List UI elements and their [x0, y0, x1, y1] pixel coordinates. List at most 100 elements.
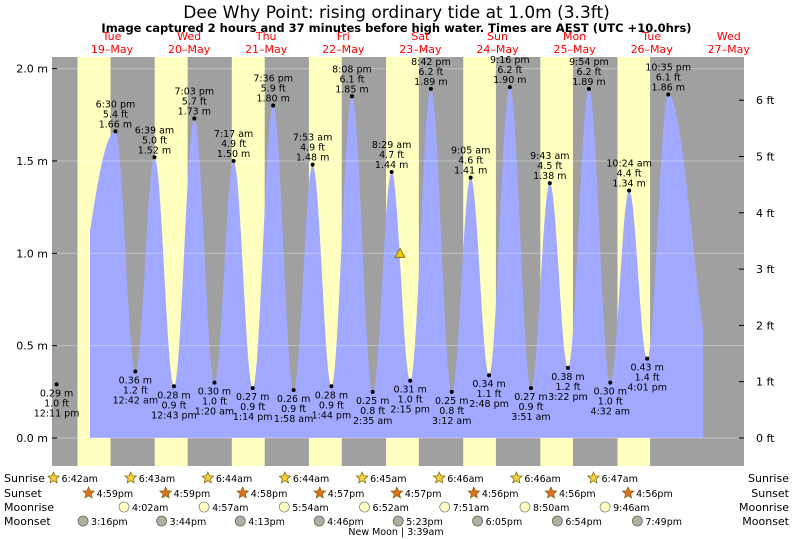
tide-ft-label: 6.2 ft: [497, 65, 522, 76]
sunset-icon: [390, 486, 404, 499]
tide-time-label: 9:16 pm: [490, 55, 530, 66]
sunrise-icon: [201, 471, 215, 484]
high-tide-point: [113, 129, 118, 134]
tide-m-label: 0.27 m: [236, 392, 269, 403]
day-of-week-label: Tue: [102, 30, 122, 43]
sunset-icon: [236, 486, 250, 499]
tide-ft-label: 6.2 ft: [418, 67, 443, 78]
moonset-time: 5:23pm: [406, 517, 443, 528]
tide-ft-label: 1.1 ft: [477, 389, 502, 400]
tide-ft-label: 5.9 ft: [261, 84, 286, 95]
tide-time-label: 7:03 pm: [174, 86, 214, 97]
tide-time-label: 12:42 am: [113, 396, 158, 407]
date-label: 27–May: [708, 43, 751, 56]
moonrise-icon: [439, 501, 451, 513]
moon-phase-label: New Moon | 3:39am: [348, 527, 443, 538]
tide-time-label: 3:22 pm: [548, 392, 588, 403]
tide-m-label: 1.73 m: [178, 106, 211, 117]
tide-ft-label: 4.9 ft: [221, 139, 246, 150]
sunrise-icon: [432, 471, 446, 484]
tide-time-label: 7:53 am: [293, 133, 332, 144]
moonset-time: 6:05pm: [486, 517, 523, 528]
date-label: 23–May: [399, 43, 442, 56]
date-label: 26–May: [631, 43, 674, 56]
tide-time-label: 8:42 pm: [411, 57, 451, 68]
moonrise-time: 4:02am: [132, 503, 168, 514]
tide-ft-label: 5.4 ft: [103, 109, 128, 120]
tide-ft-label: 1.0 ft: [398, 395, 423, 406]
tide-ft-label: 6.1 ft: [656, 72, 681, 83]
sunrise-time: 6:47am: [601, 474, 637, 485]
sunrise-time: 6:44am: [216, 474, 252, 485]
tide-time-label: 7:17 am: [214, 129, 253, 140]
low-tide-point: [291, 387, 296, 392]
tide-ft-label: 5.0 ft: [142, 135, 167, 146]
tide-time-label: 3:51 am: [511, 412, 550, 423]
day-of-week-label: Wed: [177, 30, 201, 43]
tide-time-label: 4:01 pm: [627, 383, 667, 394]
sunset-icon: [313, 486, 327, 499]
high-tide-point: [152, 155, 157, 160]
tide-time-label: 4:32 am: [591, 407, 630, 418]
tide-time-label: 12:43 pm: [151, 410, 197, 421]
low-tide-point: [250, 386, 255, 391]
high-tide-point: [192, 116, 197, 121]
low-tide-point: [54, 382, 59, 387]
sunrise-icon: [46, 471, 61, 484]
row-label-left: Sunset: [4, 487, 42, 500]
tide-time-label: 3:12 am: [432, 416, 471, 427]
tide-ft-label: 6.1 ft: [339, 74, 364, 85]
low-tide-point: [608, 380, 613, 385]
tide-m-label: 0.27 m: [514, 392, 547, 403]
moonset-time: 4:46pm: [327, 517, 364, 528]
moonrise-time: 6:52am: [372, 503, 408, 514]
sunrise-time: 6:46am: [524, 474, 560, 485]
tide-time-label: 2:35 am: [353, 416, 392, 427]
moonrise-icon: [359, 501, 370, 513]
tide-m-label: 0.29 m: [40, 388, 73, 399]
tide-ft-label: 1.2 ft: [123, 386, 148, 397]
tide-m-label: 0.43 m: [630, 363, 663, 374]
high-tide-point: [547, 181, 552, 186]
current-level-marker-icon: [394, 247, 406, 258]
high-tide-point: [310, 162, 315, 167]
day-of-week-label: Sun: [487, 30, 508, 43]
day-of-week-label: Tue: [641, 30, 661, 43]
tide-time-label: 10:24 am: [606, 159, 651, 170]
moonrise-time: 7:51am: [453, 503, 489, 514]
moonrise-icon: [118, 501, 130, 513]
tide-time-label: 2:15 pm: [390, 405, 430, 416]
low-tide-point: [565, 365, 570, 370]
tide-time-label: 1:58 am: [274, 414, 313, 425]
moonset-icon: [392, 515, 404, 527]
tide-ft-label: 0.8 ft: [360, 406, 385, 417]
y-tick-label-ft: 4 ft: [756, 207, 775, 220]
row-label-right: Sunset: [751, 487, 789, 500]
sunrise-icon: [586, 471, 601, 484]
y-tick-label-m: 0.0 m: [16, 432, 48, 445]
moonset-time: 4:13pm: [248, 517, 285, 528]
high-tide-point: [271, 103, 276, 108]
y-gridlines: [52, 68, 744, 439]
high-tide-point: [507, 85, 512, 90]
sunset-time: 4:57pm: [405, 489, 442, 500]
tide-m-label: 1.89 m: [572, 77, 605, 88]
moonrise-time: 9:46am: [613, 503, 649, 514]
y-tick-label-ft: 6 ft: [756, 94, 775, 107]
low-tide-point: [212, 380, 217, 385]
tide-m-label: 0.38 m: [551, 372, 584, 383]
tide-ft-label: 1.4 ft: [635, 373, 660, 384]
tide-m-label: 1.41 m: [454, 166, 487, 177]
high-tide-point: [231, 158, 236, 163]
tide-m-label: 0.28 m: [157, 390, 190, 401]
row-label-left: Sunrise: [4, 472, 45, 485]
chart-subtitle: Image captured 2 hours and 37 minutes be…: [101, 21, 692, 35]
y-tick-label-ft: 2 ft: [756, 319, 775, 332]
tide-ft-label: 1.0 ft: [598, 397, 623, 408]
tide-ft-label: 4.7 ft: [379, 150, 404, 161]
row-label-left: Moonset: [4, 515, 51, 528]
high-tide-point: [389, 170, 394, 175]
